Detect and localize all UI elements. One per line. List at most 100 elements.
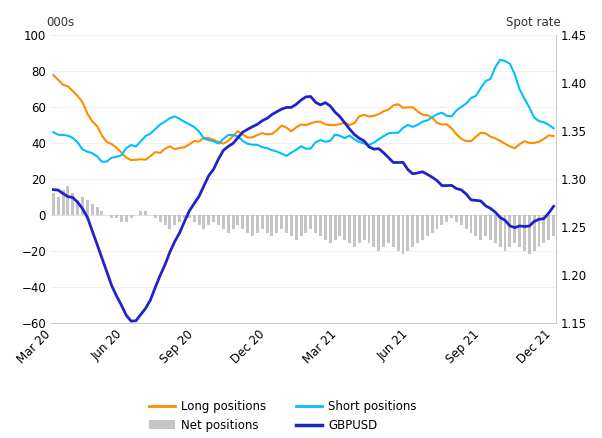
Bar [358,215,361,244]
Bar [494,215,497,244]
Bar [120,215,123,222]
Bar [348,215,351,244]
Bar [411,215,414,247]
Bar [334,215,337,240]
Bar [57,197,60,215]
Bar [319,215,322,236]
Bar [538,215,541,247]
Bar [207,215,210,226]
Bar [498,215,501,247]
Bar [265,215,268,233]
Bar [470,215,473,233]
Bar [197,215,200,226]
Bar [392,215,395,247]
Bar [66,186,69,215]
Bar [76,200,79,215]
Bar [503,215,506,251]
Bar [430,215,433,233]
Bar [300,215,303,236]
Bar [72,193,74,215]
Bar [363,215,365,240]
Bar [309,215,312,229]
Bar [465,215,468,229]
Bar [251,215,254,236]
Bar [489,215,492,240]
Bar [382,215,385,247]
Bar [256,215,259,233]
Bar [441,215,443,226]
Text: Spot rate: Spot rate [506,16,561,29]
Bar [110,215,113,218]
Bar [514,215,516,244]
Bar [188,215,191,218]
Bar [436,215,438,229]
Bar [261,215,264,229]
Bar [305,215,308,233]
Bar [96,208,99,215]
Bar [353,215,356,247]
Bar [324,215,327,240]
Bar [280,215,283,229]
Bar [450,215,453,218]
Text: 000s: 000s [46,16,74,29]
Bar [295,215,297,240]
Bar [479,215,482,240]
Bar [552,215,555,236]
Bar [397,215,400,251]
Bar [533,215,536,251]
Bar [484,215,487,236]
Bar [232,215,235,229]
Bar [460,215,463,226]
Bar [275,215,278,233]
Bar [387,215,390,244]
Bar [285,215,288,233]
Bar [445,215,448,222]
Bar [406,215,409,251]
Bar [329,215,332,244]
Bar [237,215,240,226]
Bar [227,215,229,233]
Bar [202,215,205,229]
Bar [547,215,550,240]
Bar [159,215,162,222]
Bar [528,215,531,254]
Bar [368,215,370,244]
Bar [173,215,176,226]
Legend: Long positions, Net positions, Short positions, GBPUSD: Long positions, Net positions, Short pos… [144,395,421,437]
Bar [139,211,142,215]
Bar [212,215,215,222]
Bar [426,215,429,236]
Bar [421,215,424,240]
Bar [115,215,118,218]
Bar [474,215,477,236]
Bar [178,215,181,222]
Bar [222,215,225,229]
Bar [241,215,244,229]
Bar [129,215,132,218]
Bar [523,215,526,251]
Bar [338,215,341,236]
Bar [81,197,84,215]
Bar [290,215,293,236]
Bar [52,193,55,215]
Bar [183,215,186,218]
Bar [154,215,157,218]
Bar [343,215,346,240]
Bar [193,215,196,222]
Bar [164,215,167,226]
Bar [246,215,249,233]
Bar [101,211,104,215]
Bar [377,215,380,251]
Bar [314,215,317,233]
Bar [373,215,376,247]
Bar [144,211,147,215]
Bar [402,215,405,254]
Bar [270,215,273,236]
Bar [91,204,94,215]
Bar [416,215,419,244]
Bar [455,215,458,222]
Bar [169,215,172,229]
Bar [518,215,521,247]
Bar [61,190,64,215]
Bar [542,215,545,244]
